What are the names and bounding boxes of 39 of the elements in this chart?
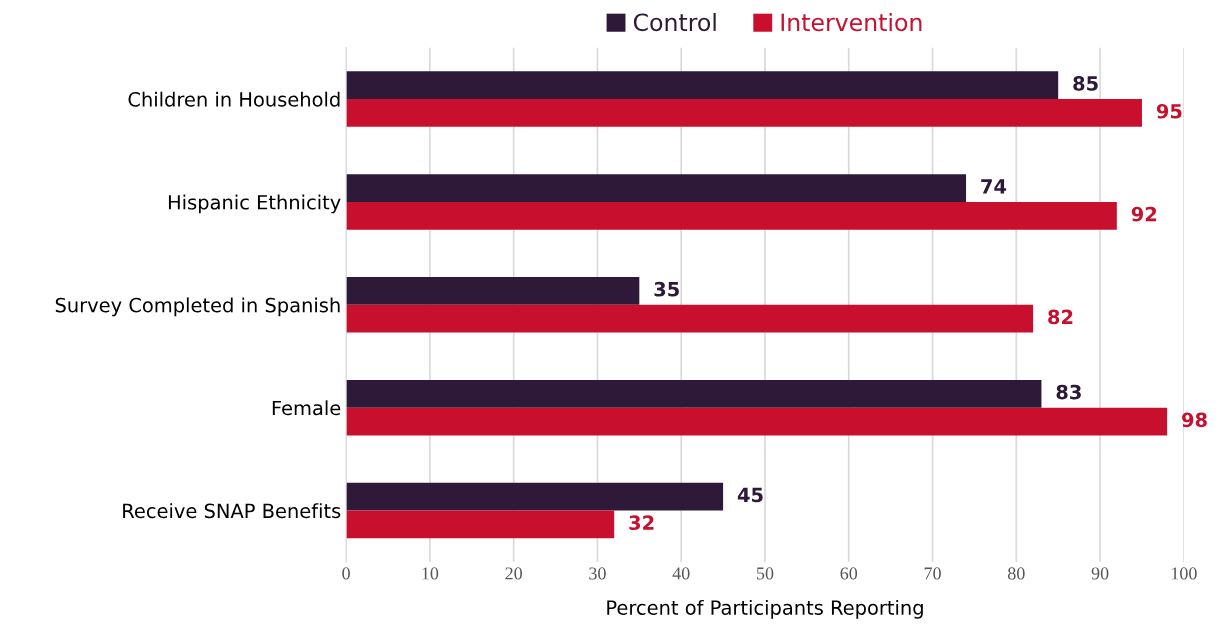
x-tick-label: 80: [1007, 567, 1025, 580]
x-tick-label: 10: [422, 567, 439, 580]
y-tick-label: Children in Household: [128, 91, 340, 107]
legend-label: Intervention: [781, 12, 922, 32]
y-tick-label: Female: [272, 400, 341, 416]
data-label: 98: [1182, 412, 1207, 428]
data-label: 83: [1056, 384, 1081, 400]
data-label: 82: [1048, 309, 1073, 325]
bar: [346, 510, 615, 539]
x-tick-label: 50: [757, 567, 774, 580]
bar: [346, 71, 1059, 100]
bar: [346, 99, 1142, 127]
data-label: 45: [737, 487, 763, 503]
x-tick-label: 40: [672, 567, 690, 580]
data-label: 95: [1156, 103, 1182, 119]
x-axis-title: Percent of Participants Reporting: [607, 599, 923, 619]
data-label: 92: [1131, 206, 1157, 222]
data-label: 85: [1073, 76, 1098, 91]
data-label: 35: [654, 281, 679, 297]
x-tick-label: 100: [1171, 567, 1197, 580]
data-label: 74: [981, 179, 1007, 194]
bar: [346, 174, 967, 202]
legend-label: Control: [633, 12, 716, 32]
bar: [346, 379, 1042, 408]
y-tick-label: Survey Completed in Spanish: [55, 297, 340, 317]
bar: [346, 201, 1117, 230]
x-tick-label: 0: [342, 567, 350, 580]
x-tick-label: 90: [1091, 567, 1109, 580]
y-tick-label: Receive SNAP Benefits: [123, 503, 341, 519]
data-label: 32: [629, 515, 654, 531]
x-tick-label: 20: [505, 567, 522, 580]
bar: [346, 277, 640, 305]
bar: [346, 482, 724, 511]
x-tick-label: 30: [589, 567, 606, 580]
bar: [346, 304, 1034, 333]
x-tick-label: 70: [924, 567, 941, 580]
bar: [346, 407, 1168, 436]
y-tick-label: Hispanic Ethnicity: [168, 194, 341, 214]
x-tick-label: 60: [840, 567, 858, 580]
